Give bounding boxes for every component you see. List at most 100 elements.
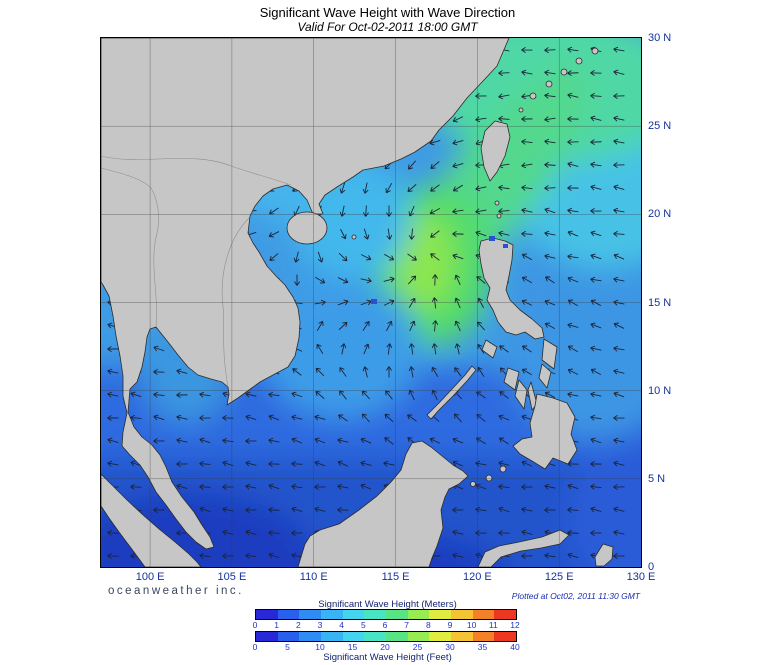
- plotted-timestamp: Plotted at Oct02, 2011 11:30 GMT: [511, 591, 640, 601]
- legend-color-segment: [451, 610, 473, 619]
- land-sulu-island: [485, 474, 493, 482]
- lat-axis-label: 25 N: [648, 120, 672, 133]
- wave-height-map: [101, 38, 641, 567]
- lat-axis-label: 15 N: [648, 296, 672, 309]
- legend-tick-label: 12: [510, 620, 520, 630]
- lon-axis-label: 125 E: [544, 571, 574, 583]
- land-sulu-island: [470, 481, 476, 487]
- legend-tick-label: 35: [477, 642, 488, 652]
- legend-tick-label: 6: [382, 620, 388, 630]
- land-hainan: [286, 211, 328, 245]
- lat-axis-label: 20 N: [648, 208, 672, 221]
- legend-tick-label: 0: [252, 642, 258, 652]
- legend-meters-colorbar: [255, 609, 517, 620]
- lat-axis-label: 30 N: [648, 32, 672, 44]
- land-paracel-island: [351, 234, 357, 240]
- lon-axis-label: 120 E: [463, 571, 492, 583]
- legend-tick-label: 1: [274, 620, 280, 630]
- legend-color-segment: [429, 632, 452, 641]
- land-ryukyu-island: [591, 47, 599, 55]
- lat-axis-label: 10 N: [648, 384, 672, 397]
- legend-color-segment: [364, 610, 387, 619]
- legend-color-segment: [472, 610, 495, 619]
- land-ryukyu-island: [545, 80, 553, 88]
- land-sumatra: [101, 473, 202, 567]
- lat-axis-label: 0: [648, 561, 655, 574]
- legend-feet-colorbar: [255, 631, 517, 642]
- land-ryukyu-island: [518, 107, 524, 113]
- legend-tick-label: 5: [360, 620, 366, 630]
- legend-color-segment: [386, 610, 408, 619]
- lon-axis-label: 105 E: [217, 571, 247, 583]
- data-marker-dots: [371, 236, 508, 304]
- legend-color-segment: [321, 632, 343, 641]
- land-batan-island: [496, 213, 502, 219]
- lon-axis-label: 115 E: [381, 571, 410, 583]
- legend-tick-label: 10: [315, 642, 325, 652]
- legend-tick-label: 8: [425, 620, 431, 630]
- legend-color-segment: [494, 632, 517, 641]
- legend-meters-ticks: 0 1 2 3 4 5 6 7 8 9 10 11 12: [252, 620, 520, 630]
- legend-color-segment: [342, 632, 365, 641]
- land-sulu-island: [499, 465, 507, 473]
- land-panay: [503, 367, 520, 391]
- legend-tick-label: 15: [347, 642, 358, 652]
- legend-meters-title: Significant Wave Height (Meters): [318, 599, 457, 610]
- oceanweather-brand: oceanweather inc.: [108, 585, 244, 597]
- map-frame: [100, 37, 642, 568]
- lat-axis-label: 5 N: [648, 472, 666, 485]
- legend-color-segment: [256, 610, 278, 619]
- land-ryukyu-island: [529, 92, 537, 100]
- lon-axis-label: 130 E: [626, 571, 656, 583]
- legend-tick-label: 5: [285, 642, 290, 652]
- legend-tick-label: 7: [404, 620, 410, 630]
- legend-feet-ticks: 0 5 10 15 20 25 30 35 40: [252, 642, 520, 652]
- legend-tick-label: 2: [295, 620, 301, 630]
- legend-tick-label: 25: [412, 642, 423, 652]
- legend-tick-label: 10: [466, 620, 477, 630]
- land-taiwan: [480, 120, 511, 182]
- land-ryukyu-island: [560, 68, 568, 76]
- legend-tick-label: 9: [447, 620, 453, 630]
- legend-color-segment: [299, 610, 322, 619]
- legend-color-segment: [407, 632, 430, 641]
- land-halmahera: [594, 543, 614, 567]
- legend-color-segment: [277, 632, 300, 641]
- legend-color-segment: [364, 632, 387, 641]
- legend-tick-label: 4: [339, 620, 345, 630]
- legend-tick-label: 40: [510, 642, 520, 652]
- country-borders: [101, 155, 292, 388]
- legend-color-segment: [451, 632, 473, 641]
- legend-tick-label: 20: [380, 642, 390, 652]
- legend-color-segment: [386, 632, 408, 641]
- land-sulawesi: [477, 529, 570, 567]
- legend-color-segment: [494, 610, 517, 619]
- lon-axis-label: 110 E: [299, 571, 328, 583]
- legend-feet-title: Significant Wave Height (Feet): [323, 652, 452, 663]
- land-ryukyu-island: [575, 57, 583, 65]
- legend-color-segment: [321, 610, 343, 619]
- land-luzon: [478, 237, 545, 340]
- land-samar: [541, 338, 558, 370]
- land-mindanao: [512, 393, 578, 470]
- lon-axis-label: 100 E: [135, 571, 165, 583]
- land-mainland-asia: [101, 38, 510, 550]
- legend-tick-label: 30: [445, 642, 455, 652]
- land-layer: [101, 38, 614, 567]
- land-cebu: [527, 381, 538, 411]
- legend-color-segment: [407, 610, 430, 619]
- legend-color-segment: [256, 632, 278, 641]
- legend-color-segment: [472, 632, 495, 641]
- grid-layer: [101, 38, 641, 567]
- legend-color-segment: [342, 610, 365, 619]
- valid-time-subtitle: Valid For Oct-02-2011 18:00 GMT: [297, 20, 478, 34]
- legend-color-segment: [299, 632, 322, 641]
- page-title: Significant Wave Height with Wave Direct…: [259, 5, 516, 20]
- legend-tick-label: 0: [252, 620, 258, 630]
- land-leyte: [538, 363, 552, 389]
- land-batan-island: [494, 200, 500, 206]
- legend-tick-label: 3: [317, 620, 323, 630]
- land-borneo: [297, 440, 469, 567]
- land-palawan: [426, 365, 477, 420]
- legend-tick-label: 11: [488, 620, 498, 630]
